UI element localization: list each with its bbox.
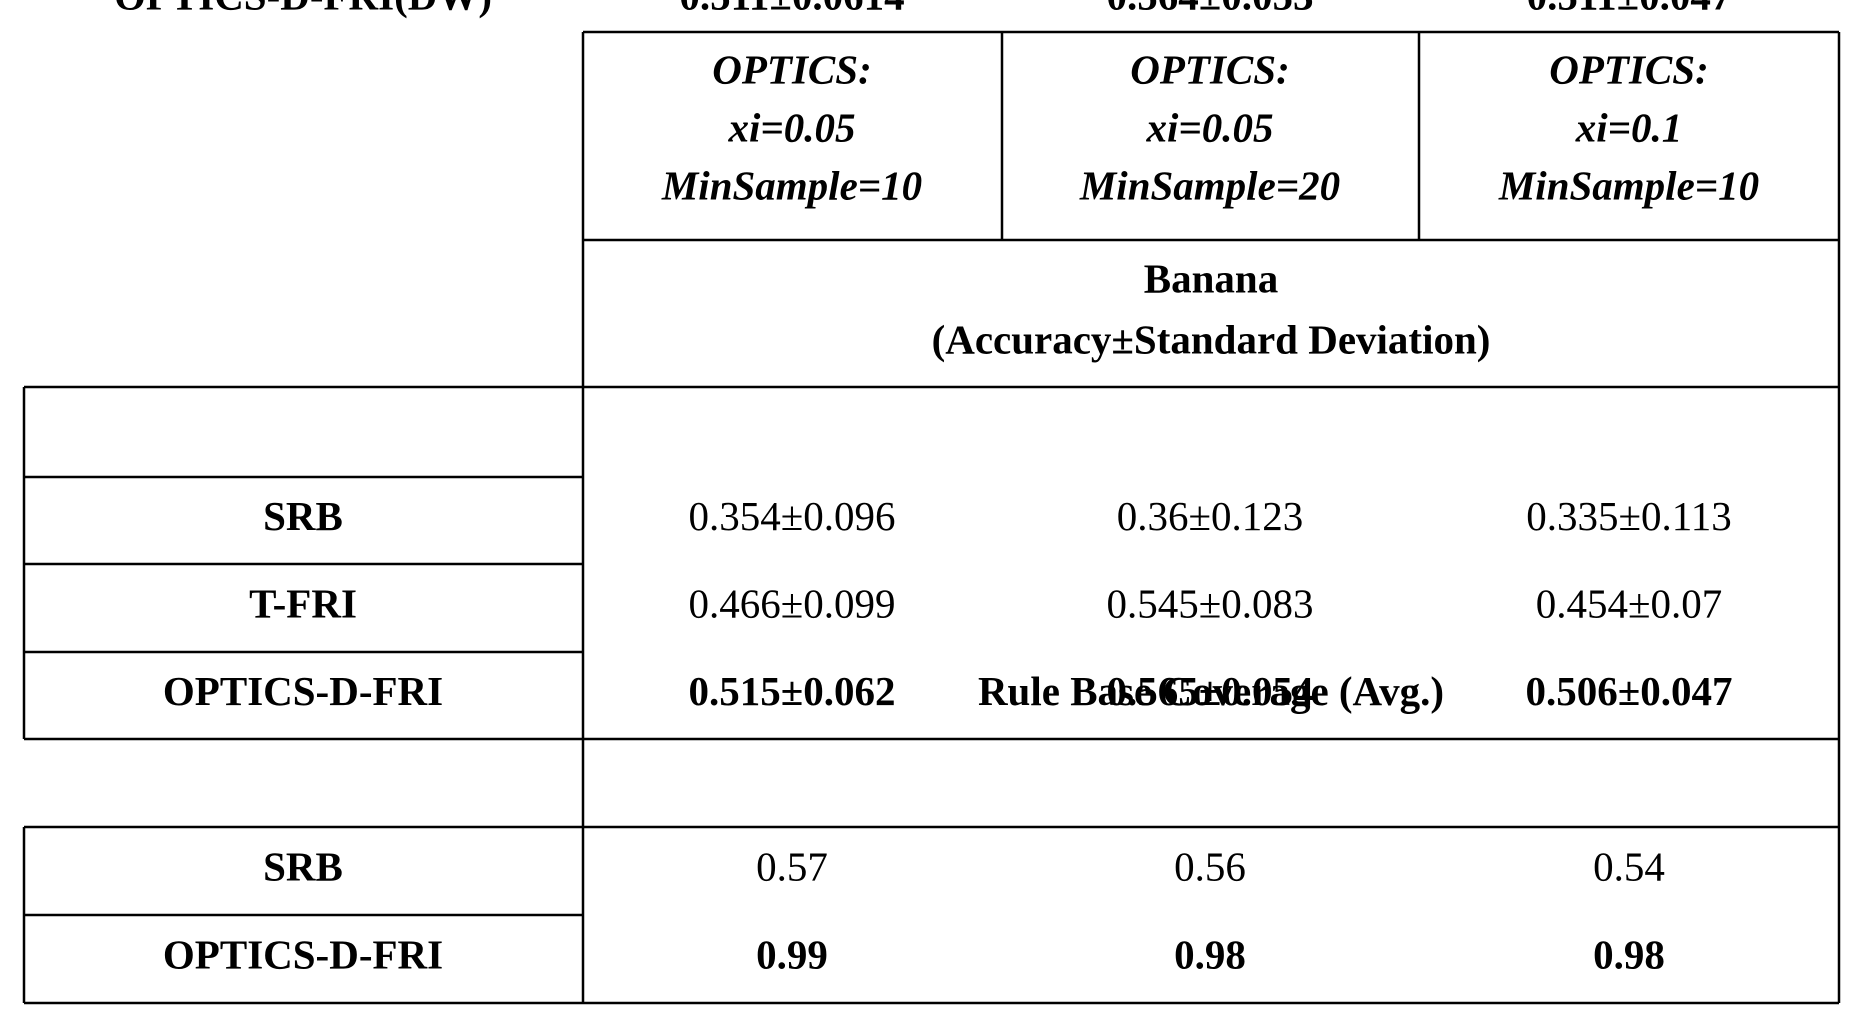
cell: 0.98 [1593, 931, 1665, 977]
cell: 0.54 [1593, 843, 1665, 889]
cell: 0.511±0.047 [1527, 0, 1732, 18]
row-label: SRB [263, 843, 343, 889]
cell: 0.515±0.062 [688, 668, 895, 714]
cell: 0.99 [756, 931, 828, 977]
section-title: (Accuracy±Standard Deviation) [932, 316, 1491, 362]
column-header: xi=0.05 [1145, 104, 1273, 150]
cell: 0.466±0.099 [688, 580, 895, 626]
cell: 0.57 [756, 843, 828, 889]
row-label: OPTICS-D-FRI [163, 668, 443, 714]
cell: 0.98 [1174, 931, 1246, 977]
cell: 0.511±0.0614 [679, 0, 904, 18]
cell: 0.506±0.047 [1525, 668, 1732, 714]
cell: 0.545±0.083 [1106, 580, 1313, 626]
section-title: Rule Base Coverage (Avg.) [978, 668, 1444, 714]
grid-lines [22, 30, 1841, 1005]
column-header: OPTICS: [1549, 46, 1708, 92]
column-header: OPTICS: [712, 46, 871, 92]
row-label: SRB [263, 493, 343, 539]
column-header: MinSample=10 [661, 162, 922, 208]
cell: 0.565±0.054 [1106, 668, 1313, 714]
section-title: Banana [1144, 255, 1278, 301]
cell: 0.354±0.096 [688, 493, 895, 539]
cell: 0.335±0.113 [1526, 493, 1731, 539]
column-header: OPTICS: [1130, 46, 1289, 92]
cell: 0.564±0.053 [1106, 0, 1313, 18]
column-header: MinSample=10 [1498, 162, 1759, 208]
cell: 0.454±0.07 [1536, 580, 1723, 626]
cell: 0.56 [1174, 843, 1246, 889]
row-label: OPTICS-D-FRI(DW) [114, 0, 492, 18]
row-label: T-FRI [249, 580, 357, 626]
column-header: MinSample=20 [1079, 162, 1340, 208]
column-header: xi=0.05 [727, 104, 855, 150]
cell: 0.36±0.123 [1117, 493, 1304, 539]
column-header: xi=0.1 [1575, 104, 1683, 150]
row-label: OPTICS-D-FRI [163, 931, 443, 977]
